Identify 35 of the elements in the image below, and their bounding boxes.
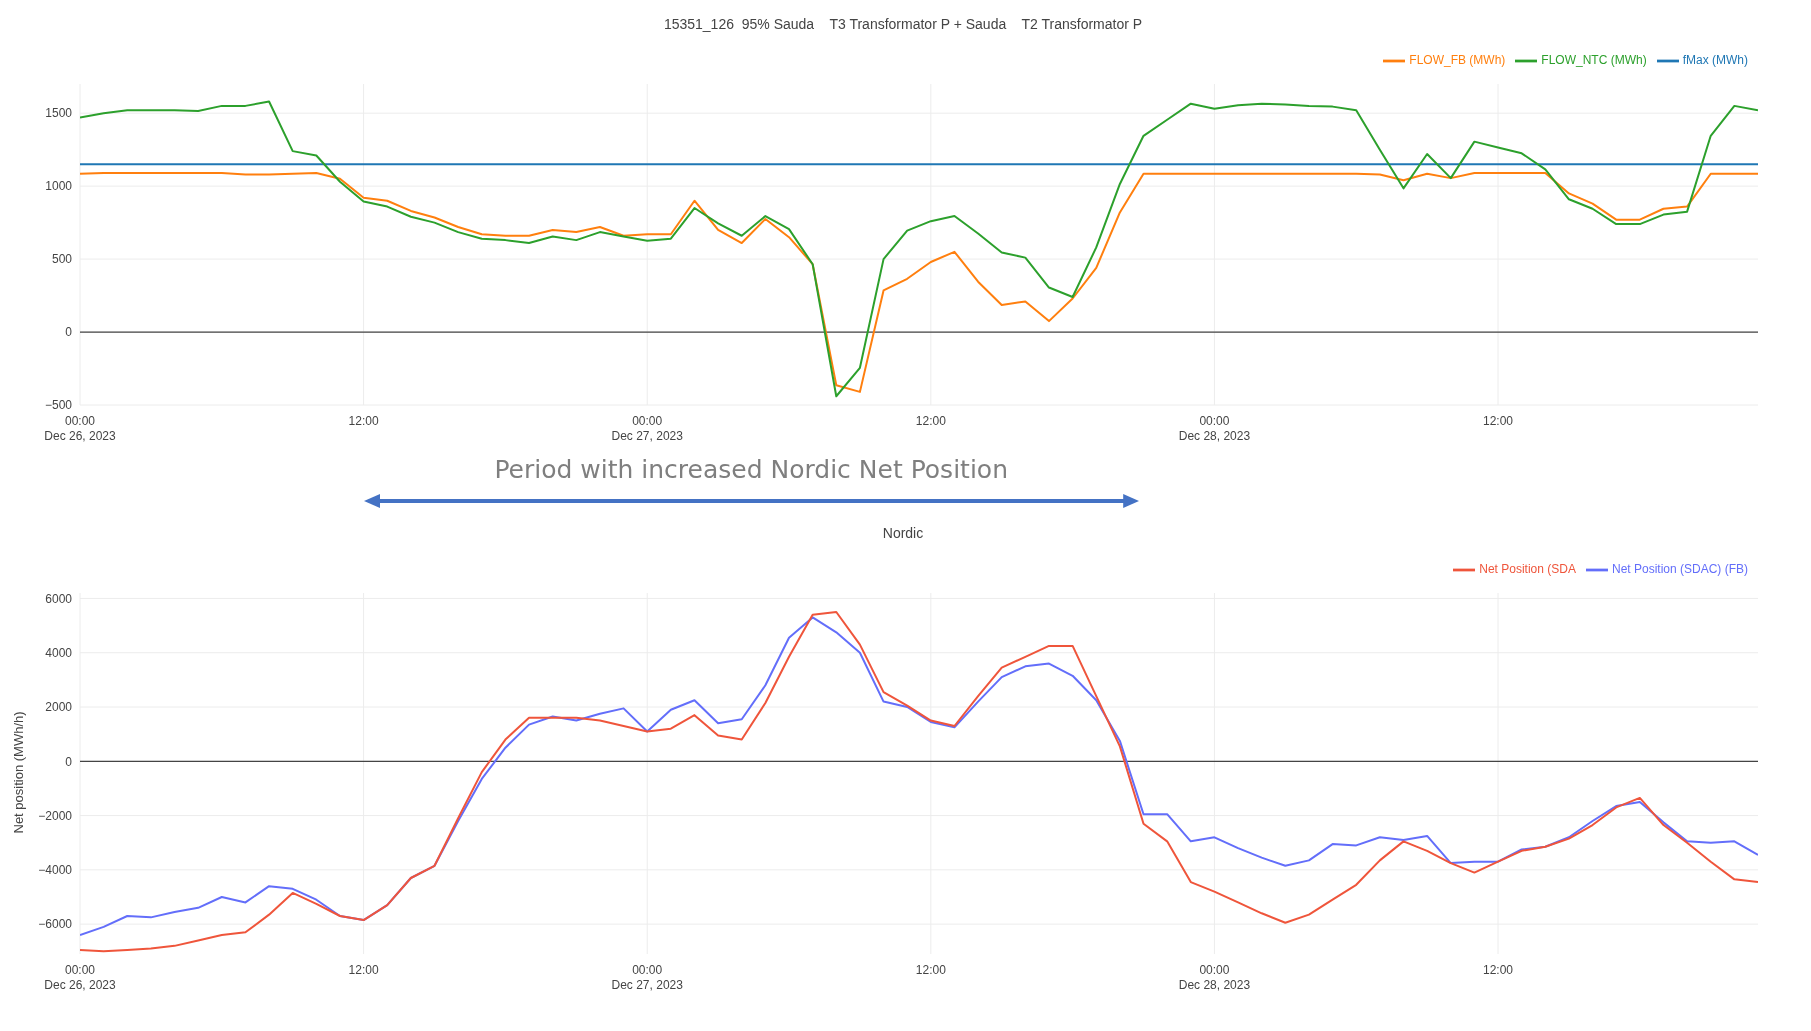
- x-tick-label: 12:00: [915, 414, 947, 428]
- line-series: [80, 172, 1758, 393]
- y-tick-label: 6000: [45, 591, 73, 606]
- x-tick-label: 12:00: [1483, 963, 1514, 977]
- y-axis-title: Net position (MWh/h): [10, 711, 26, 834]
- chart-title: 15351_126 95% Sauda T3 Transformator P + Sauda T2 Transformator P: [662, 15, 1144, 34]
- x-tick-label: 12:00: [348, 414, 379, 428]
- x-tick-label: 12:00: [348, 963, 379, 977]
- y-tick-label: 500: [51, 252, 73, 267]
- legend-label: Net Position (SDA: [1479, 562, 1576, 577]
- line-series: [80, 100, 1758, 398]
- legend-label: FLOW_FB (MWh): [1409, 53, 1506, 68]
- y-tick-label: 1500: [45, 106, 73, 121]
- legend-label: Net Position (SDAC) (FB): [1611, 562, 1748, 577]
- y-tick-label: 0: [65, 754, 73, 769]
- y-tick-label: 4000: [45, 645, 73, 660]
- x-tick-label: 00:00 Dec 26, 2023: [44, 963, 117, 992]
- chart-title: Nordic: [881, 524, 925, 543]
- y-tick-label: −4000: [38, 863, 73, 878]
- x-tick-label: 12:00: [915, 963, 947, 977]
- y-tick-label: −6000: [38, 917, 73, 932]
- x-tick-label: 00:00 Dec 26, 2023: [44, 414, 117, 443]
- y-tick-label: 1000: [45, 179, 73, 194]
- x-tick-label: 00:00 Dec 28, 2023: [1178, 963, 1251, 992]
- y-tick-label: 0: [65, 325, 73, 340]
- y-tick-label: 2000: [45, 700, 73, 715]
- x-tick-label: 12:00: [1483, 414, 1514, 428]
- legend-label: FLOW_NTC (MWh): [1541, 53, 1647, 68]
- x-tick-label: 00:00 Dec 27, 2023: [611, 414, 684, 443]
- y-tick-label: −2000: [38, 808, 73, 823]
- y-tick-label: −500: [44, 398, 73, 413]
- x-tick-label: 00:00 Dec 27, 2023: [611, 963, 684, 992]
- text: Period with increased Nordic Net Position: [493, 455, 1009, 484]
- legend-label: fMax (MWh): [1682, 53, 1748, 68]
- x-tick-label: 00:00 Dec 28, 2023: [1178, 414, 1251, 443]
